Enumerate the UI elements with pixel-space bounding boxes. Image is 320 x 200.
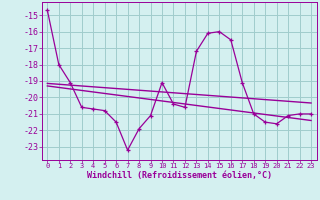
X-axis label: Windchill (Refroidissement éolien,°C): Windchill (Refroidissement éolien,°C) <box>87 171 272 180</box>
